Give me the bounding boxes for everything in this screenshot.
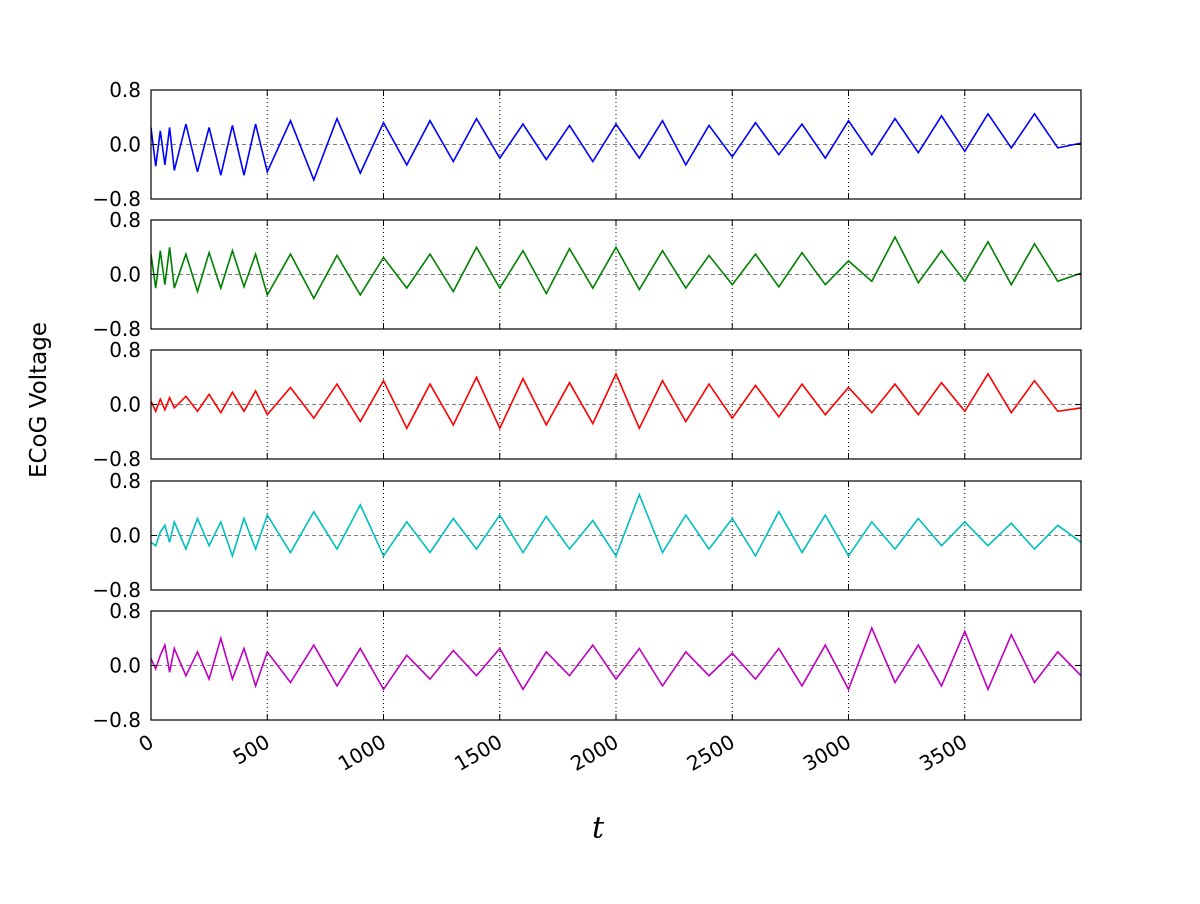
x-tick-label: 2000 xyxy=(566,730,622,776)
x-tick-label: 1000 xyxy=(334,730,390,776)
panel-1-y-tick-label: 0.0 xyxy=(109,133,141,157)
panel-3-y-tick-label: 0.0 xyxy=(109,393,141,417)
x-tick-label: 0 xyxy=(134,730,157,757)
x-tick-label: 1500 xyxy=(450,730,506,776)
series-line-1 xyxy=(151,112,1081,183)
panel-4-y-tick-label: −0.8 xyxy=(92,578,141,602)
panel-4-y-tick-label: 0.8 xyxy=(109,469,141,493)
panel-3-y-tick-label: 0.8 xyxy=(109,338,141,362)
series-line-5 xyxy=(151,625,1081,692)
series-line-2 xyxy=(151,235,1081,300)
panel-4-y-tick-label: 0.0 xyxy=(109,524,141,548)
panel-3-y-tick-label: −0.8 xyxy=(92,447,141,471)
panel-1-y-tick-label: −0.8 xyxy=(92,187,141,211)
panel-2-y-tick-label: 0.8 xyxy=(109,208,141,232)
y-axis-label: ECoG Voltage xyxy=(26,321,52,479)
panel-5-y-tick-label: 0.0 xyxy=(109,654,141,678)
x-tick-label: 3000 xyxy=(799,730,855,776)
x-tick-label: 2500 xyxy=(683,730,739,776)
x-tick-label: 3500 xyxy=(915,730,971,776)
series-line-3 xyxy=(151,371,1081,431)
panel-2-y-tick-label: −0.8 xyxy=(92,317,141,341)
panel-1-y-tick-label: 0.8 xyxy=(109,78,141,102)
panel-5-y-tick-label: 0.8 xyxy=(109,599,141,623)
series-line-4 xyxy=(151,492,1081,559)
panel-5-y-tick-label: −0.8 xyxy=(92,708,141,732)
panel-2-y-tick-label: 0.0 xyxy=(109,263,141,287)
x-axis-label: t xyxy=(591,810,605,846)
x-tick-label: 500 xyxy=(229,730,274,770)
